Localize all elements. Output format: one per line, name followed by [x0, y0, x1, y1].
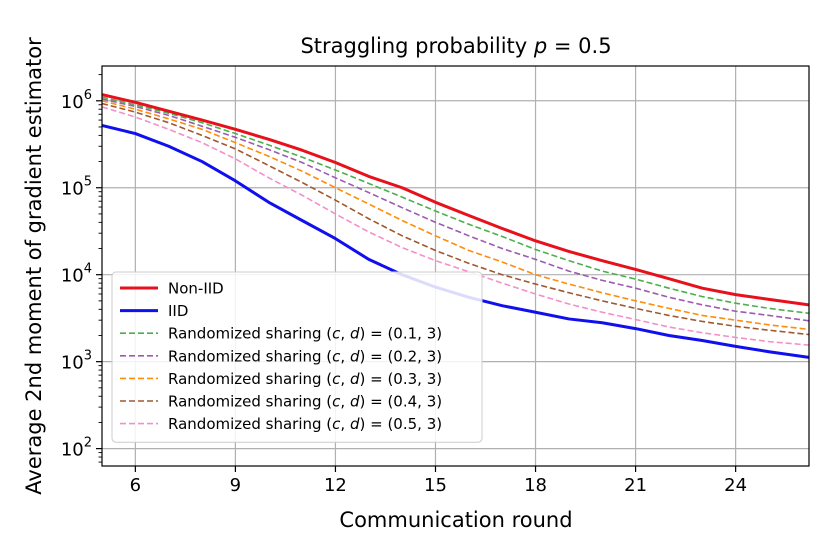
legend-label-5: Randomized sharing (c, d) = (0.3, 3) [168, 370, 442, 388]
legend-label-7: Randomized sharing (c, d) = (0.5, 3) [168, 415, 442, 433]
axis-ticks: 6 9 12 15 18 21 24 102 103 104 105 106 [61, 74, 747, 496]
legend-label-3: Randomized sharing (c, d) = (0.1, 3) [168, 325, 442, 343]
legend-label-1: Non-IID [168, 280, 224, 298]
x-tick-label: 12 [324, 475, 347, 496]
x-tick-label: 6 [130, 475, 141, 496]
y-tick-label: 104 [61, 262, 92, 287]
y-axis-label: Average 2nd moment of gradient estimator [22, 37, 46, 495]
x-tick-label: 18 [524, 475, 547, 496]
legend: Non-IID IID Randomized sharing (c, d) = (0… [111, 271, 483, 443]
chart-title: Straggling probability p = 0.5 [300, 34, 611, 58]
x-tick-label: 15 [424, 475, 447, 496]
x-tick-label: 21 [624, 475, 647, 496]
legend-label-4: Randomized sharing (c, d) = (0.2, 3) [168, 347, 442, 365]
series-line-5 [102, 100, 809, 331]
plot-frame [101, 65, 810, 467]
series-line-4 [102, 98, 809, 322]
x-axis-label: Communication round [339, 508, 572, 532]
legend-label-6: Randomized sharing (c, d) = (0.4, 3) [168, 393, 442, 411]
y-tick-label: 103 [61, 349, 92, 374]
y-tick-label: 106 [61, 88, 92, 113]
series-line-1 [102, 93, 809, 307]
series-line-3 [102, 96, 809, 315]
x-tick-label: 9 [230, 475, 241, 496]
x-tick-label: 24 [724, 475, 747, 496]
legend-box [111, 271, 483, 443]
series-line-6 [102, 102, 809, 336]
series-layer [102, 93, 809, 359]
y-tick-label: 105 [61, 175, 92, 200]
legend-label-2: IID [168, 302, 188, 320]
y-tick-label: 102 [61, 436, 92, 461]
